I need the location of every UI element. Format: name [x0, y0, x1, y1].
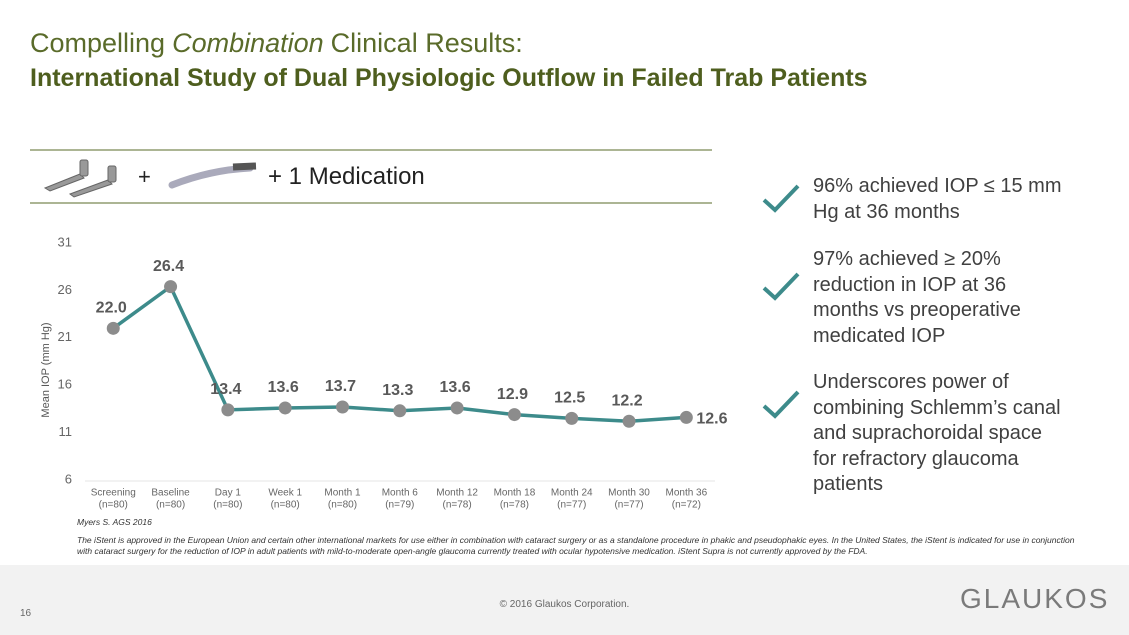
title-part: Compelling — [30, 28, 166, 58]
value-label: 13.7 — [325, 378, 356, 395]
x-tick-count: (n=78) — [443, 500, 472, 511]
value-label: 12.2 — [611, 392, 642, 409]
marker — [450, 401, 464, 415]
istent-icons — [43, 159, 117, 198]
plus: + — [138, 164, 151, 189]
value-label: 13.3 — [382, 382, 413, 399]
y-axis-label: Mean IOP (mm Hg) — [40, 322, 52, 417]
y-tick-label: 26 — [58, 282, 72, 297]
copyright: © 2016 Glaukos Corporation. — [499, 599, 630, 610]
x-tick-count: (n=80) — [271, 500, 300, 511]
checkmarks — [762, 184, 800, 419]
x-tick-count: (n=80) — [213, 500, 242, 511]
x-tick-count: (n=77) — [557, 500, 586, 511]
value-label: 13.6 — [440, 379, 471, 396]
subtitle: International Study of Dual Physiologic … — [30, 64, 868, 92]
y-tick-label: 21 — [58, 329, 72, 344]
marker — [106, 321, 120, 335]
marker — [393, 404, 407, 418]
citation: Myers S. AGS 2016 — [77, 517, 152, 527]
medication: + 1 Medication — [268, 163, 425, 190]
value-label: 12.9 — [497, 386, 528, 403]
title: Compelling Combination Clinical Results: — [30, 28, 530, 59]
x-tick-count: (n=80) — [99, 500, 128, 511]
supra-icon — [168, 164, 254, 189]
bullet: 97% achieved ≥ 20% reduction in IOP at 3… — [813, 248, 1021, 347]
supra-icon-tip — [232, 162, 257, 171]
x-tick-label: Month 24 — [551, 488, 593, 499]
value-label: 13.4 — [210, 381, 241, 398]
value-label: 22.0 — [96, 300, 127, 317]
title-part: Combination — [172, 28, 324, 58]
marker — [565, 411, 579, 425]
marker — [221, 403, 235, 417]
y-tick-label: 31 — [58, 234, 72, 249]
x-tick-count: (n=77) — [614, 500, 643, 511]
marker — [679, 410, 693, 424]
value-label: 13.6 — [268, 379, 299, 396]
disclaimer: The iStent is approved in the European U… — [77, 535, 1075, 556]
marker — [622, 414, 636, 428]
x-tick-count: (n=78) — [500, 500, 529, 511]
x-tick-count: (n=80) — [328, 500, 357, 511]
y-tick-label: 16 — [58, 377, 72, 392]
x-tick-label: Month 18 — [494, 488, 536, 499]
x-tick-count: (n=79) — [385, 500, 414, 511]
bullet: Underscores power of combining Schlemm’s… — [813, 371, 1061, 495]
line — [112, 283, 687, 423]
x-tick-label: Month 36 — [665, 488, 707, 499]
page-number: 16 — [20, 608, 32, 619]
x-tick-count: (n=72) — [672, 500, 701, 511]
bullet: 96% achieved IOP ≤ 15 mm Hg at 36 months — [813, 175, 1062, 223]
x-tick-label: Baseline — [151, 488, 190, 499]
title-part: Clinical Results: — [330, 28, 523, 58]
value-label: 12.6 — [696, 411, 727, 428]
x-tick-label: Month 1 — [324, 488, 361, 499]
x-tick-label: Month 12 — [436, 488, 478, 499]
logo: GLAUKOS — [960, 583, 1110, 614]
footer-band — [0, 565, 1129, 635]
x-tick-label: Month 6 — [382, 488, 419, 499]
value-label: 12.5 — [554, 390, 585, 407]
marker — [278, 401, 292, 415]
x-tick-label: Week 1 — [268, 488, 302, 499]
y-tick-label: 11 — [59, 424, 73, 439]
marker — [507, 408, 521, 422]
x-tick-count: (n=80) — [156, 500, 185, 511]
x-tick-label: Month 30 — [608, 488, 650, 499]
y-tick-label: 6 — [65, 471, 72, 486]
x-tick-label: Day 1 — [215, 488, 242, 499]
marker — [164, 280, 178, 294]
x-tick-label: Screening — [91, 488, 136, 499]
value-label: 26.4 — [153, 258, 184, 275]
marker — [335, 400, 349, 414]
